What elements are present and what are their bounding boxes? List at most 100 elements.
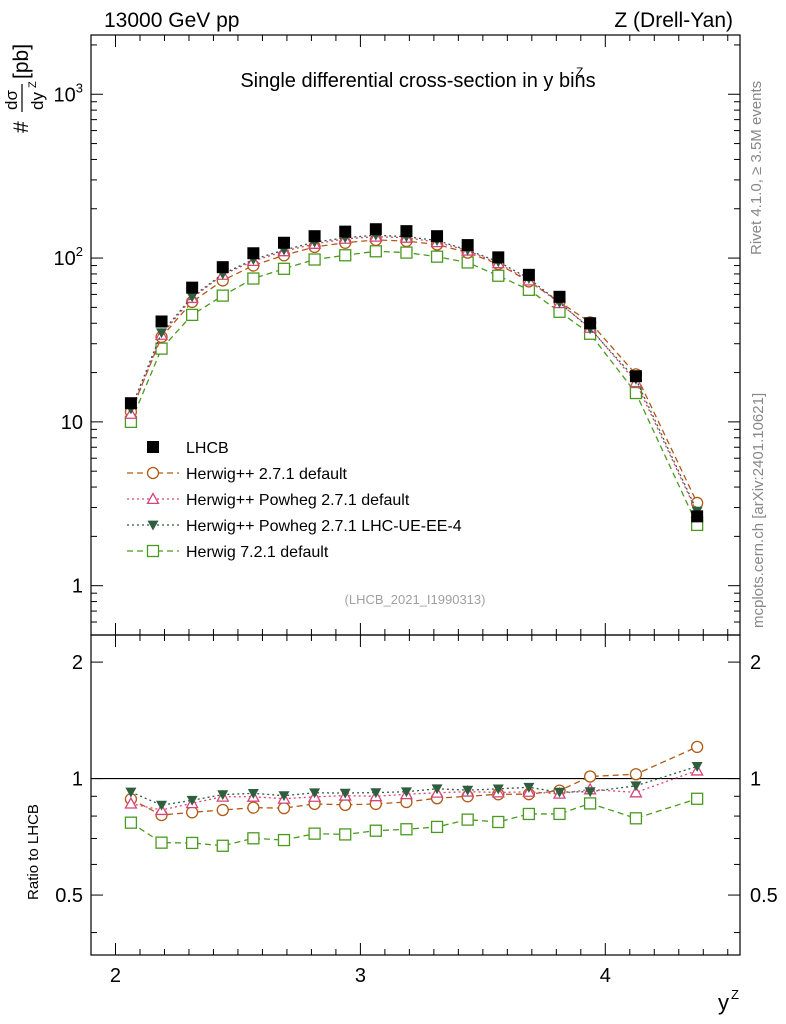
ratio-y-tick-label: 1 bbox=[72, 769, 83, 791]
ratio-series-herwig-7-2-1-default bbox=[124, 792, 704, 852]
main-y-tick-label: 10 bbox=[61, 412, 83, 434]
data-point bbox=[369, 245, 382, 258]
data-point bbox=[584, 317, 597, 330]
data-point bbox=[216, 289, 229, 302]
ratio-point bbox=[247, 788, 259, 799]
ratio-point bbox=[247, 801, 260, 814]
chart-title: Single differential cross-section in y b… bbox=[240, 65, 595, 92]
x-axis: 2 3 4 bbox=[90, 35, 729, 987]
chart-title-accent: Z bbox=[576, 65, 583, 79]
data-point bbox=[492, 251, 505, 264]
legend-marker bbox=[146, 492, 160, 505]
ratio-point bbox=[523, 782, 535, 793]
legend-marker bbox=[147, 441, 159, 453]
ratio-point bbox=[277, 833, 291, 847]
y-label-denominator: dy bbox=[28, 92, 47, 110]
ratio-point bbox=[339, 828, 352, 841]
legend-label: Herwig 7.2.1 default bbox=[186, 544, 329, 561]
y-label-numerator: dσ bbox=[2, 90, 21, 110]
ratio-point bbox=[492, 815, 505, 829]
main-y-tick-label: 1 bbox=[72, 576, 83, 598]
legend-label: LHCB bbox=[186, 440, 229, 457]
ratio-point bbox=[629, 768, 643, 781]
ratio-point bbox=[630, 781, 642, 792]
data-point bbox=[369, 223, 382, 236]
legend-item: Herwig++ Powheg 2.7.1 LHC-UE-EE-4 bbox=[127, 518, 462, 535]
ratio-point bbox=[370, 788, 382, 799]
data-point bbox=[461, 239, 474, 252]
header-left: 13000 GeV pp bbox=[104, 9, 239, 32]
data-point bbox=[247, 247, 260, 260]
legend-marker bbox=[147, 520, 159, 531]
mcplots-label: mcplots.cern.ch [arXiv:2401.10621] bbox=[750, 393, 767, 628]
ratio-point bbox=[553, 807, 566, 821]
x-tick-label: 4 bbox=[600, 965, 611, 987]
data-point bbox=[155, 342, 168, 355]
data-point bbox=[247, 272, 260, 285]
ratio-point bbox=[155, 836, 168, 849]
x-axis-label: y Z bbox=[718, 987, 739, 1015]
legend-label: Herwig++ Powheg 2.7.1 default bbox=[186, 492, 410, 509]
data-point bbox=[186, 292, 198, 303]
ratio-point bbox=[309, 788, 321, 799]
ratio-point bbox=[216, 803, 229, 817]
data-point bbox=[277, 236, 290, 249]
legend-marker bbox=[146, 466, 160, 480]
ratio-point bbox=[339, 798, 352, 812]
ratio-point bbox=[629, 812, 643, 825]
rivet-version-label: Rivet 4.1.0, ≥ 3.5M events bbox=[748, 81, 765, 255]
ratio-y-tick-label-right: 1 bbox=[750, 769, 761, 791]
ratio-point bbox=[186, 795, 198, 806]
ratio-line bbox=[130, 769, 698, 811]
main-y-tick-label: 102 bbox=[54, 244, 83, 270]
ratio-point bbox=[308, 827, 321, 840]
data-point bbox=[400, 225, 413, 238]
data-point bbox=[308, 230, 321, 243]
ratio-point bbox=[217, 790, 229, 801]
ratio-series-herwig-2-7-1-default bbox=[124, 740, 704, 822]
data-point bbox=[185, 308, 199, 322]
ratio-point bbox=[584, 787, 596, 798]
series-lhcb bbox=[124, 223, 704, 523]
legend-label: Herwig++ Powheg 2.7.1 LHC-UE-EE-4 bbox=[186, 518, 462, 535]
legend-label: Herwig++ 2.7.1 default bbox=[186, 466, 348, 483]
chart-title-text: Single differential cross-section in y b… bbox=[240, 70, 595, 92]
data-point bbox=[156, 328, 168, 339]
header-right: Z (Drell-Yan) bbox=[614, 9, 733, 32]
data-point bbox=[629, 386, 643, 400]
data-point bbox=[339, 225, 352, 238]
ratio-point bbox=[583, 770, 597, 783]
ratio-point bbox=[583, 797, 597, 810]
data-point bbox=[308, 253, 321, 266]
x-label-sup: Z bbox=[731, 987, 739, 1002]
data-point bbox=[216, 261, 229, 274]
ratio-panel: 0.5 0.5 1 1 2 2 bbox=[55, 634, 778, 956]
ratio-y-axis-label: Ratio to LHCB bbox=[25, 804, 42, 900]
ratio-series-herwig-powheg-2-7-1-lhc-ue-ee-4 bbox=[125, 761, 703, 811]
ratio-y-tick-label: 2 bbox=[72, 652, 83, 674]
main-y-axis-label: # dσ dy Z [pb] bbox=[2, 44, 47, 133]
data-point bbox=[186, 281, 199, 294]
ratio-point bbox=[339, 788, 351, 799]
ratio-point bbox=[431, 784, 443, 795]
y-label-unit: [pb] bbox=[10, 44, 33, 79]
data-point bbox=[691, 510, 704, 523]
legend: LHCB Herwig++ 2.7.1 default Herwig++ Powhe… bbox=[127, 440, 462, 561]
data-point bbox=[277, 262, 291, 275]
ratio-point bbox=[400, 823, 413, 836]
x-tick-label: 3 bbox=[355, 965, 366, 987]
ratio-point bbox=[629, 785, 643, 798]
series-line bbox=[130, 234, 698, 512]
ratio-point bbox=[124, 796, 138, 809]
ratio-point bbox=[156, 800, 168, 811]
data-point bbox=[522, 268, 535, 281]
ratio-y-tick-label: 0.5 bbox=[55, 885, 83, 907]
ratio-point bbox=[125, 787, 137, 798]
data-point bbox=[431, 230, 444, 243]
ratio-point bbox=[691, 761, 703, 772]
ratio-point bbox=[247, 832, 260, 845]
data-point bbox=[553, 290, 566, 303]
ratio-point bbox=[461, 813, 474, 826]
ratio-y-tick-label-right: 0.5 bbox=[750, 885, 778, 907]
